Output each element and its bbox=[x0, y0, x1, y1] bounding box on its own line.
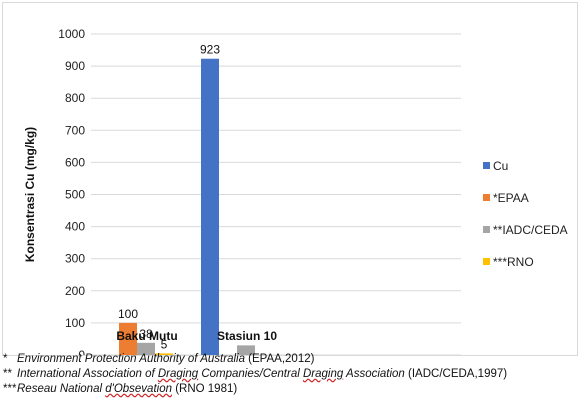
data-label: 5 bbox=[161, 337, 168, 351]
footnote-marker: ** bbox=[3, 368, 12, 380]
y-tick-label: 700 bbox=[65, 123, 85, 137]
legend-swatch bbox=[483, 258, 490, 265]
legend-label: *EPAA bbox=[493, 191, 529, 205]
chart-frame: 0 100 200 300 400 500 600 700 800 900 1000 Konsentr… bbox=[2, 2, 578, 356]
y-tick-label: 100 bbox=[65, 316, 85, 330]
bar-iadcceda-1 bbox=[137, 342, 155, 355]
footnote-text: Draging bbox=[302, 368, 344, 380]
footnote-2: ** International Association of Draging C… bbox=[3, 367, 583, 382]
y-tick-label: 300 bbox=[65, 252, 85, 266]
footnote-text: Companies/Central bbox=[198, 368, 303, 380]
data-label: 923 bbox=[200, 43, 220, 57]
footnote-marker: * bbox=[3, 353, 8, 365]
legend-swatch bbox=[483, 162, 490, 169]
footnote-text: (EPAA,2012) bbox=[244, 353, 315, 365]
footnote-text: Reseau National bbox=[17, 383, 106, 395]
legend-label: **IADC/CEDA bbox=[493, 223, 568, 237]
bar-chart: 0 100 200 300 400 500 600 700 800 900 1000 Konsentr… bbox=[23, 27, 568, 355]
footnote-text: Draging bbox=[157, 368, 199, 380]
bar-epaa-1 bbox=[119, 322, 137, 355]
y-tick-label: 500 bbox=[65, 188, 85, 202]
bar-iadcceda-2 bbox=[237, 345, 255, 355]
footnote-text: d'Obsevation bbox=[105, 383, 172, 395]
legend-label: Cu bbox=[493, 159, 508, 173]
y-tick-label: 200 bbox=[65, 284, 85, 298]
bar-rno-1 bbox=[155, 353, 173, 355]
footnote-text: (RNO 1981) bbox=[172, 383, 238, 395]
footnote-marker: *** bbox=[3, 383, 17, 395]
bar-cu-2 bbox=[201, 58, 219, 355]
y-tick-label: 900 bbox=[65, 59, 85, 73]
footnote-text: Environment Protection Authority of Aust… bbox=[17, 353, 245, 365]
data-label: 38 bbox=[139, 327, 153, 341]
y-axis-title: Konsentrasi Cu (mg/kg) bbox=[23, 127, 37, 262]
category-label: Baku Mutu bbox=[116, 329, 177, 343]
footnote-3: ***Reseau National d'Obsevation (RNO 198… bbox=[3, 382, 583, 397]
legend-swatch bbox=[483, 194, 490, 201]
y-tick-label: 800 bbox=[65, 91, 85, 105]
y-tick-label: 400 bbox=[65, 220, 85, 234]
y-tick-label: 0 bbox=[78, 348, 85, 355]
legend-swatch bbox=[483, 226, 490, 233]
legend-label: ***RNO bbox=[493, 255, 534, 269]
category-label: Stasiun 10 bbox=[217, 329, 277, 343]
y-tick-label: 600 bbox=[65, 155, 85, 169]
data-label: 100 bbox=[118, 307, 138, 321]
footnote-1: * Environment Protection Authority of Aus… bbox=[3, 352, 583, 367]
y-tick-label: 1000 bbox=[58, 27, 85, 41]
footnote-text: Association bbox=[343, 368, 405, 380]
footnotes: * Environment Protection Authority of Aus… bbox=[3, 352, 583, 397]
footnote-text: (IADC/CEDA,1997) bbox=[404, 368, 508, 380]
footnote-text: International Association of bbox=[17, 368, 158, 380]
